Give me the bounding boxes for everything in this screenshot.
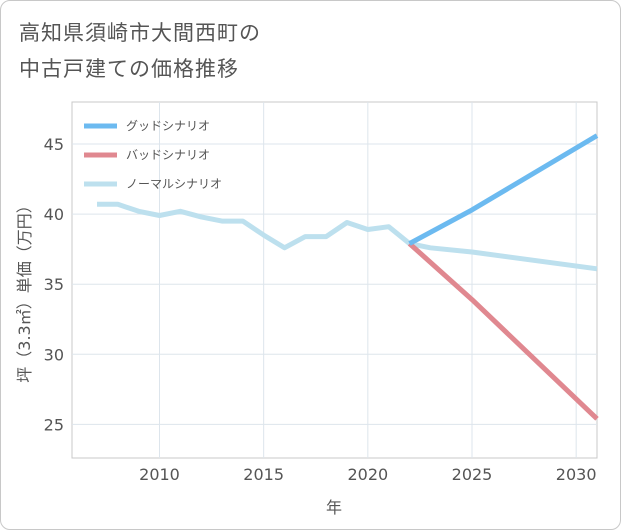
y-axis-title: 坪（3.3㎡）単価（万円） bbox=[15, 197, 34, 382]
legend-label-1: グッドシナリオ bbox=[126, 119, 210, 133]
series-line-2 bbox=[407, 241, 599, 421]
x-tick-label-2030: 2030 bbox=[556, 465, 597, 484]
legend-label-3: ノーマルシナリオ bbox=[126, 177, 222, 191]
series-line-1 bbox=[408, 133, 599, 246]
x-tick-label-2015: 2015 bbox=[243, 465, 284, 484]
chart-title: 高知県須崎市大間西町の 中古戸建ての価格推移 bbox=[19, 15, 261, 87]
series-lines bbox=[97, 133, 599, 421]
x-tick-labels: 2010 2015 2020 2025 2030 bbox=[139, 465, 596, 484]
y-tick-label-35: 35 bbox=[44, 275, 64, 294]
x-tick-label-2010: 2010 bbox=[139, 465, 180, 484]
y-tick-label-40: 40 bbox=[44, 205, 64, 224]
chart-title-line-1: 高知県須崎市大間西町の bbox=[19, 21, 261, 45]
y-tick-label-45: 45 bbox=[44, 135, 64, 154]
y-tick-labels: 25 30 35 40 45 bbox=[44, 135, 64, 434]
x-tick-label-2025: 2025 bbox=[452, 465, 493, 484]
x-tick-label-2020: 2020 bbox=[347, 465, 388, 484]
y-tick-label-30: 30 bbox=[44, 345, 64, 364]
y-tick-label-25: 25 bbox=[44, 415, 64, 434]
legend-label-2: バッドシナリオ bbox=[126, 148, 210, 162]
x-axis-title: 年 bbox=[326, 498, 342, 517]
chart-title-line-2: 中古戸建ての価格推移 bbox=[19, 57, 239, 81]
